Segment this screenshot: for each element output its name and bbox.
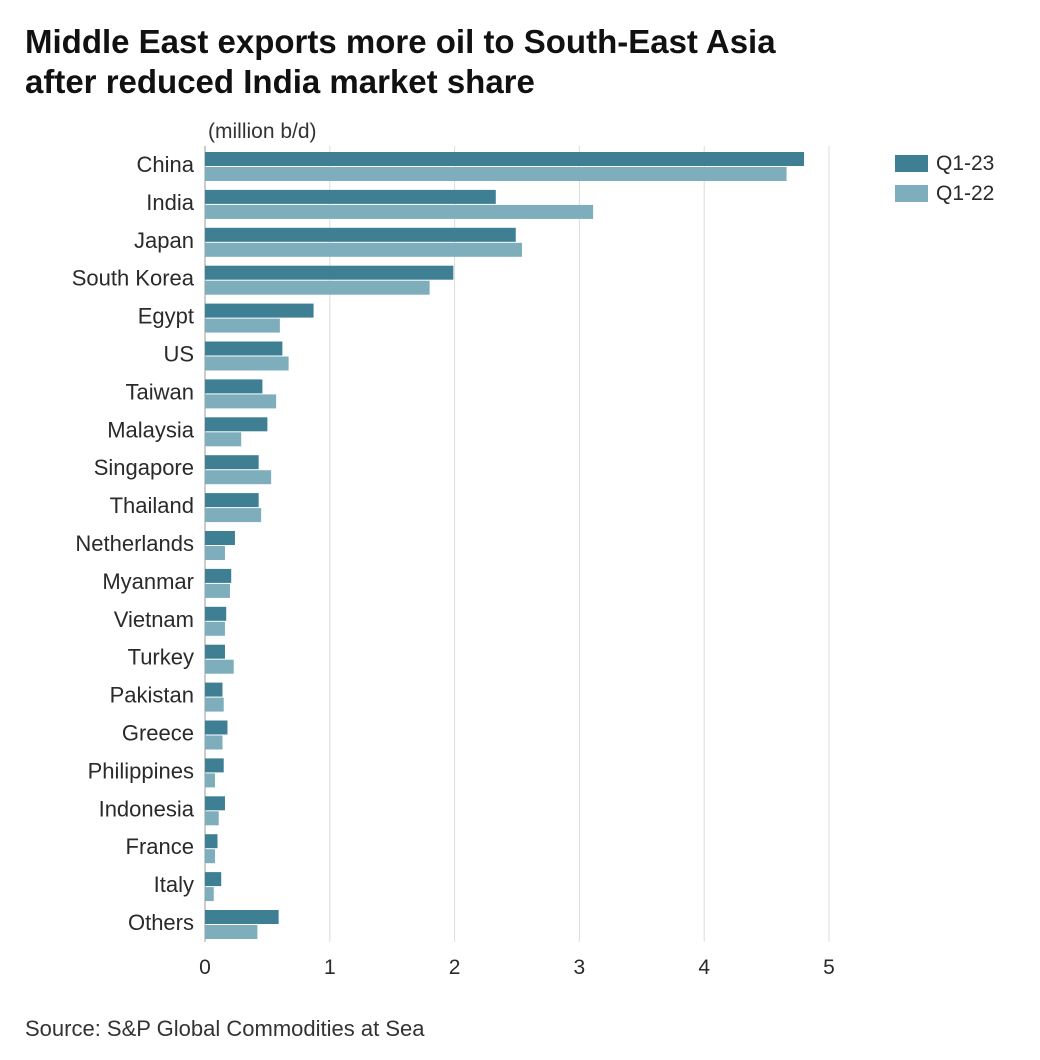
bar-q1-23 <box>205 303 314 318</box>
x-tick-label: 4 <box>698 956 710 979</box>
unit-label: (million b/d) <box>208 120 317 143</box>
x-tick-label: 3 <box>574 956 586 979</box>
category-label: Vietnam <box>114 607 194 632</box>
bar-q1-22 <box>205 470 272 485</box>
category-label: Others <box>128 910 194 935</box>
legend: Q1-23 Q1-22 <box>895 152 994 205</box>
category-label: India <box>146 190 194 215</box>
legend-swatch <box>895 185 928 202</box>
legend-label: Q1-22 <box>936 182 994 205</box>
bar-q1-23 <box>205 379 263 394</box>
bar-q1-23 <box>205 872 222 887</box>
category-label: South Korea <box>72 266 195 291</box>
bar-q1-22 <box>205 697 224 712</box>
source-note: Source: S&P Global Commodities at Sea <box>25 1016 425 1041</box>
bar-q1-22 <box>205 925 258 939</box>
category-label: Japan <box>134 228 194 253</box>
category-label: Turkey <box>128 645 194 670</box>
x-tick-label: 2 <box>449 956 461 979</box>
bar-chart: (million b/d) China India Japan South Korea… <box>72 120 995 979</box>
grid-lines <box>204 146 830 942</box>
bars <box>205 152 805 939</box>
bar-q1-22 <box>205 849 215 864</box>
chart-title-line-1: Middle East exports more oil to South-Ea… <box>25 23 776 60</box>
category-label: France <box>126 834 194 859</box>
bar-q1-23 <box>205 417 268 432</box>
bar-q1-23 <box>205 152 805 166</box>
bar-q1-23 <box>205 568 232 583</box>
bar-q1-22 <box>205 773 215 788</box>
category-label: Netherlands <box>75 531 194 556</box>
bar-q1-22 <box>205 280 430 295</box>
category-label: Myanmar <box>102 569 194 594</box>
x-tick-label: 1 <box>324 956 336 979</box>
bar-q1-22 <box>205 318 280 333</box>
bar-q1-22 <box>205 394 277 409</box>
bar-q1-22 <box>205 659 234 674</box>
bar-q1-22 <box>205 583 230 598</box>
x-axis-ticks: 0 1 2 3 4 5 <box>199 956 835 979</box>
bar-q1-22 <box>205 811 219 826</box>
bar-q1-23 <box>205 606 227 621</box>
bar-q1-22 <box>205 432 242 447</box>
bar-q1-22 <box>205 508 262 523</box>
bar-q1-23 <box>205 796 225 811</box>
bar-q1-23 <box>205 644 225 659</box>
bar-q1-23 <box>205 493 259 508</box>
category-label: Taiwan <box>126 379 194 404</box>
bar-q1-22 <box>205 167 787 181</box>
bar-q1-22 <box>205 735 223 750</box>
x-tick-label: 5 <box>823 956 835 979</box>
x-tick-label: 0 <box>199 956 211 979</box>
category-label: US <box>163 342 194 367</box>
bar-q1-22 <box>205 621 225 636</box>
legend-swatch <box>895 155 928 172</box>
bar-q1-23 <box>205 265 454 280</box>
bar-q1-23 <box>205 758 224 773</box>
bar-q1-23 <box>205 341 283 356</box>
bar-q1-22 <box>205 204 594 219</box>
category-label: Pakistan <box>110 683 194 708</box>
bar-q1-23 <box>205 227 516 242</box>
category-label: China <box>137 152 195 177</box>
bar-q1-22 <box>205 356 289 371</box>
category-label: Indonesia <box>99 796 195 821</box>
category-label: Thailand <box>110 493 194 518</box>
bar-q1-22 <box>205 242 522 257</box>
bar-q1-23 <box>205 834 218 849</box>
category-label: Egypt <box>138 304 194 329</box>
category-label: Greece <box>122 721 194 746</box>
bar-q1-23 <box>205 682 223 697</box>
category-label: Philippines <box>88 758 194 783</box>
bar-q1-23 <box>205 910 279 924</box>
category-label: Singapore <box>94 455 194 480</box>
bar-q1-22 <box>205 546 225 560</box>
category-labels: China India Japan South Korea Egypt US Taiwan M… <box>72 152 195 935</box>
category-label: Italy <box>154 872 194 897</box>
bar-q1-23 <box>205 455 259 470</box>
chart-title: Middle East exports more oil to South-Ea… <box>25 22 1015 102</box>
chart-title-line-2: after reduced India market share <box>25 63 535 100</box>
category-label: Malaysia <box>107 417 195 442</box>
legend-label: Q1-23 <box>936 152 994 175</box>
bar-q1-23 <box>205 531 235 545</box>
bar-q1-23 <box>205 720 228 735</box>
bar-q1-23 <box>205 189 496 204</box>
bar-q1-22 <box>205 887 214 902</box>
